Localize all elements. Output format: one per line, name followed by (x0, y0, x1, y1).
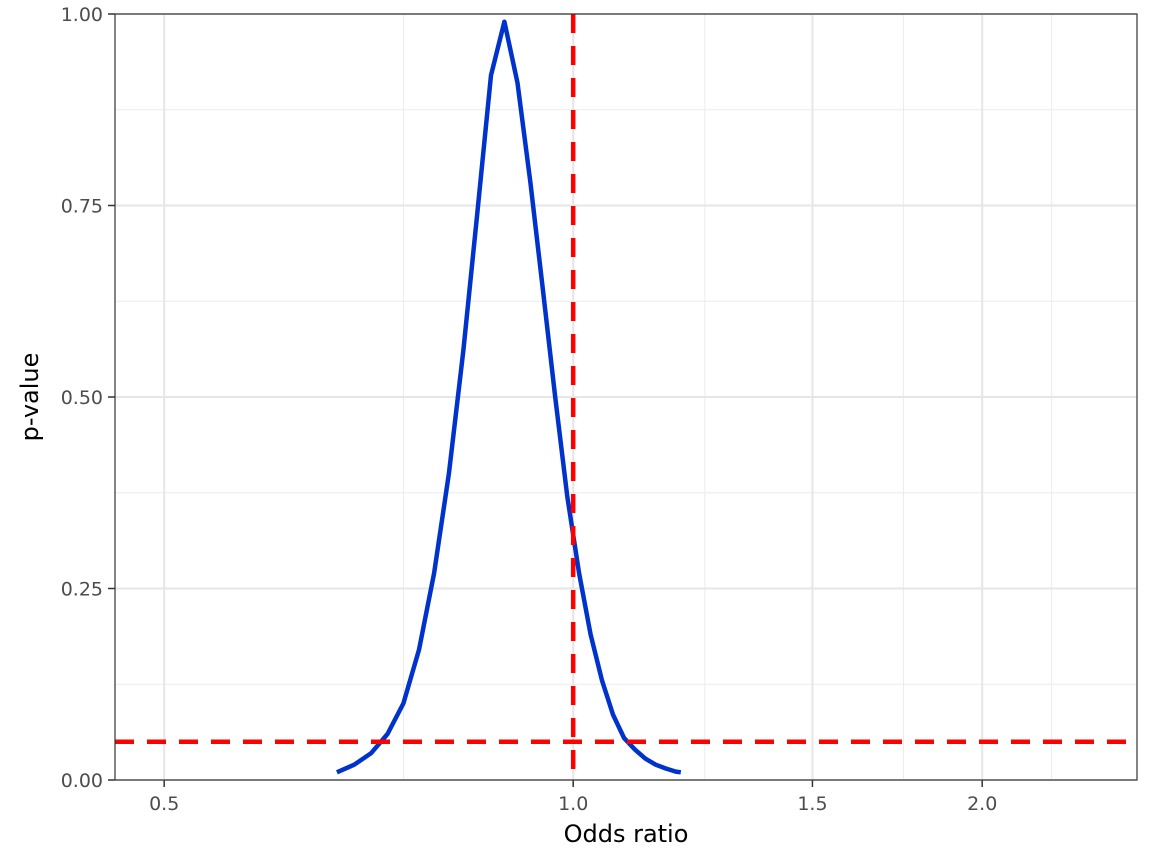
curve-layer (335, 19, 682, 775)
x-tick-label: 2.0 (967, 793, 997, 815)
y-tick-label: 0.50 (61, 387, 103, 409)
x-tick-label: 1.5 (797, 793, 827, 815)
reference-lines (115, 14, 1137, 780)
x-tick-label: 0.5 (149, 793, 179, 815)
y-tick-label: 0.75 (61, 196, 103, 218)
p-value-curve (335, 19, 682, 775)
major-gridlines (115, 13, 1137, 781)
y-tick-label: 1.00 (61, 4, 103, 26)
y-axis-ticks: 0.00 0.25 0.50 0.75 1.00 (61, 4, 115, 792)
y-tick-label: 0.00 (61, 770, 103, 792)
x-axis-ticks: 0.5 1.0 1.5 2.0 (149, 780, 997, 815)
y-tick-label: 0.25 (61, 579, 103, 601)
x-axis-title: Odds ratio (564, 820, 689, 848)
y-axis-title: p-value (16, 353, 44, 442)
x-tick-label: 1.0 (558, 793, 588, 815)
